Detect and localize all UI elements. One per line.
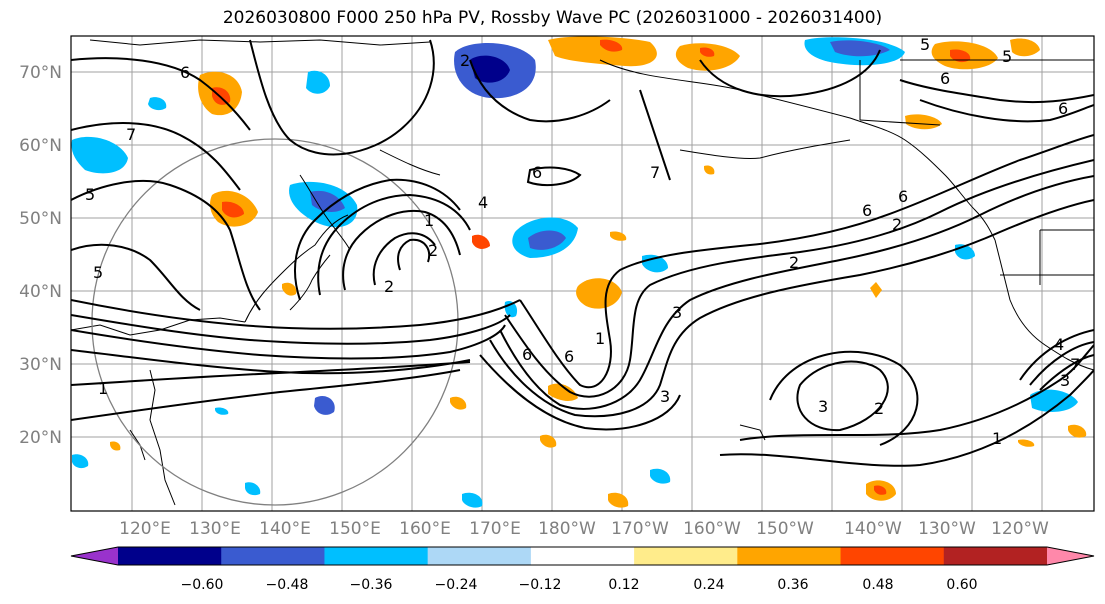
contour-label: 6 — [1058, 99, 1068, 118]
colorbar-tick-labels: −0.60 −0.48 −0.36 −0.24 −0.12 0.12 0.24 … — [181, 577, 978, 593]
contour-label: 5 — [85, 185, 95, 204]
contour-label: 2 — [460, 51, 470, 70]
lon-label: 160°E — [399, 519, 451, 539]
colorbar-segment — [634, 547, 738, 565]
contour-label: 1 — [992, 429, 1002, 448]
lat-label: 30°N — [19, 355, 62, 375]
lon-label: 150°E — [329, 519, 381, 539]
colorbar-tick-label: 0.24 — [693, 577, 724, 593]
colorbar — [70, 546, 1095, 566]
lon-label: 170°E — [469, 519, 521, 539]
coastlines — [71, 39, 1094, 506]
reference-circle — [91, 138, 459, 506]
colorbar-outline — [70, 546, 1095, 566]
lon-label: 130°W — [918, 519, 976, 539]
lon-label: 120°W — [991, 519, 1049, 539]
contour-label: 7 — [650, 163, 660, 182]
lon-label: 170°W — [611, 519, 669, 539]
contour-label: 1 — [595, 329, 605, 348]
contour-labels: 6 7 5 5 2 6 4 1 2 2 7 6 1 6 2 3 3 1 3 2 … — [85, 35, 1080, 448]
lat-label: 60°N — [19, 136, 62, 156]
contour-label: 2 — [384, 277, 394, 296]
contour-label: 5 — [93, 263, 103, 282]
contour-label: 2 — [789, 253, 799, 272]
colorbar-tick-label: −0.24 — [435, 577, 478, 593]
contour-label: 2 — [892, 215, 902, 234]
lon-label: 150°W — [756, 519, 814, 539]
contour-label: 6 — [564, 347, 574, 366]
colorbar-segment — [943, 547, 1048, 565]
lat-label: 70°N — [19, 63, 62, 83]
colorbar-tick-label: 0.12 — [608, 577, 639, 593]
colorbar-segment — [221, 547, 325, 565]
lat-label: 50°N — [19, 209, 62, 229]
contour-label: 6 — [532, 163, 542, 182]
colorbar-tick-label: −0.60 — [181, 577, 224, 593]
contour-label: 3 — [1060, 371, 1070, 390]
contour-label: 6 — [180, 63, 190, 82]
lon-label: 160°W — [683, 519, 741, 539]
colorbar-tick-label: 0.60 — [946, 577, 977, 593]
colorbar-segment — [427, 547, 532, 565]
contour-label: 7 — [1070, 355, 1080, 374]
lon-label: 140°E — [259, 519, 311, 539]
lon-label: 120°E — [119, 519, 171, 539]
colorbar-tick-label: −0.36 — [350, 577, 393, 593]
contour-label: 1 — [98, 379, 108, 398]
colorbar-tick-label: 0.36 — [777, 577, 808, 593]
lat-label: 40°N — [19, 282, 62, 302]
colorbar-segment — [118, 547, 222, 565]
contour-label: 2 — [874, 399, 884, 418]
contour-label: 3 — [660, 387, 670, 406]
contour-label: 6 — [898, 187, 908, 206]
colorbar-segment — [530, 547, 635, 565]
colorbar-tick-label: −0.48 — [266, 577, 309, 593]
contour-label: 5 — [920, 35, 930, 54]
lon-label: 140°W — [844, 519, 902, 539]
contour-label: 6 — [940, 69, 950, 88]
colorbar-tick-label: 0.48 — [862, 577, 893, 593]
latitude-labels: 70°N 60°N 50°N 40°N 30°N 20°N — [19, 63, 62, 448]
colorbar-segment — [324, 547, 429, 565]
colorbar-tick-label: −0.12 — [519, 577, 562, 593]
pv-anomaly-shading — [71, 36, 1087, 508]
colorbar-extend-min — [71, 547, 118, 565]
contour-label: 4 — [478, 193, 488, 212]
contour-label: 3 — [818, 397, 828, 416]
lon-label: 180°W — [538, 519, 596, 539]
contour-label: 5 — [1002, 47, 1012, 66]
contour-label: 6 — [862, 201, 872, 220]
chart-title: 2026030800 F000 250 hPa PV, Rossby Wave … — [222, 8, 883, 28]
map-border — [70, 35, 1095, 512]
lat-label: 20°N — [19, 428, 62, 448]
contour-label: 3 — [672, 303, 682, 322]
contour-label: 1 — [424, 211, 434, 230]
pv-contours — [71, 39, 1094, 467]
colorbar-segment — [737, 547, 842, 565]
contour-label: 7 — [126, 125, 136, 144]
lon-label: 130°E — [189, 519, 241, 539]
longitude-labels: 120°E 130°E 140°E 150°E 160°E 170°E 180°… — [119, 519, 1049, 539]
contour-label: 6 — [522, 345, 532, 364]
contour-label: 2 — [428, 241, 438, 260]
colorbar-extend-max — [1047, 547, 1094, 565]
contour-label: 4 — [1054, 335, 1064, 354]
colorbar-segment — [840, 547, 945, 565]
